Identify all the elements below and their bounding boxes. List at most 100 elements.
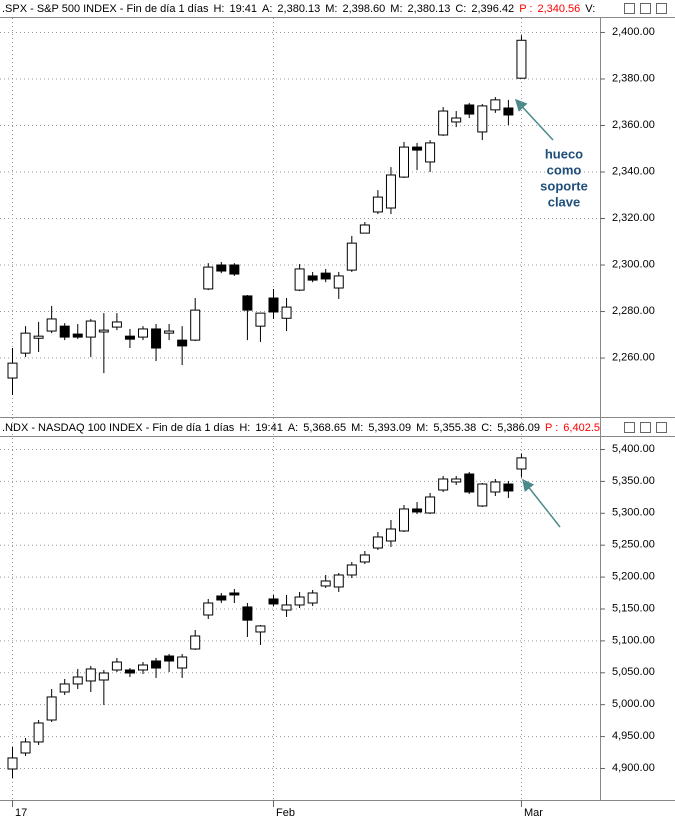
candle-body — [20, 741, 31, 754]
candle-body — [255, 312, 266, 327]
candle-body — [516, 457, 527, 470]
header-field-value: 19:41 — [255, 422, 283, 434]
candle-body — [124, 669, 135, 674]
icon[interactable] — [640, 422, 651, 433]
header-title: .NDX - NASDAQ 100 INDEX - Fin de día 1 d… — [2, 422, 235, 434]
header-field-value: 5,393.09 — [368, 422, 412, 434]
y-tick-label: 2,320.00 — [612, 212, 655, 224]
candle-body — [111, 661, 122, 671]
candle-body — [385, 174, 396, 209]
candle-body — [190, 309, 201, 341]
candle-body — [203, 602, 214, 616]
y-tick-label: 2,260.00 — [612, 351, 655, 363]
candle-body — [294, 268, 305, 291]
candle-body — [307, 592, 318, 604]
header-field-value: 19:41 — [229, 3, 257, 15]
panel-header: .NDX - NASDAQ 100 INDEX - Fin de día 1 d… — [2, 420, 600, 436]
candle-body — [294, 596, 305, 606]
candle-body — [268, 598, 279, 605]
panel-header: .SPX - S&P 500 INDEX - Fin de día 1 días… — [2, 1, 600, 17]
candle-body — [216, 264, 227, 272]
candle-body — [346, 242, 357, 271]
header-field-value: 5,355.38 — [433, 422, 477, 434]
y-tick-label: 5,100.00 — [612, 634, 655, 646]
candle-body — [438, 478, 449, 491]
candle-body — [203, 266, 214, 290]
candle-body — [359, 554, 370, 563]
icon[interactable] — [656, 3, 667, 14]
candle-body — [399, 508, 409, 532]
candle-body — [438, 110, 449, 136]
header-field-value: 2,398.60 — [342, 3, 386, 15]
header-field-label: M: — [416, 422, 429, 434]
header-title: .SPX - S&P 500 INDEX - Fin de día 1 días — [2, 3, 209, 15]
candle-body — [72, 333, 83, 338]
candle-body — [177, 339, 188, 347]
candle-body — [451, 478, 462, 483]
candle-body — [281, 306, 292, 319]
candle-body — [385, 528, 396, 542]
candle-body — [7, 362, 18, 379]
candle-body — [333, 574, 344, 588]
candle-body — [255, 625, 266, 633]
y-tick-label: 4,950.00 — [612, 730, 655, 742]
header-field-label: M: — [325, 3, 338, 15]
candle-body — [85, 320, 96, 338]
y-tick-label: 5,350.00 — [612, 475, 655, 487]
candle-body — [177, 656, 188, 669]
y-tick-label: 5,050.00 — [612, 666, 655, 678]
header-field-value: 5,368.65 — [303, 422, 347, 434]
candle-body — [412, 146, 423, 151]
icon[interactable] — [624, 422, 635, 433]
candle-body — [138, 328, 148, 338]
annotation-text: soporte — [540, 178, 588, 193]
candle-body — [98, 672, 109, 681]
header-field-value: 2,340.56 — [537, 3, 581, 15]
header-field-label: P : — [545, 422, 559, 434]
icon[interactable] — [656, 422, 667, 433]
candle-body — [59, 325, 70, 338]
candle-body — [85, 668, 96, 682]
header-field-label: P : — [519, 3, 533, 15]
icon[interactable] — [624, 3, 635, 14]
candle-body — [346, 564, 357, 576]
candle-body — [151, 328, 162, 349]
candles — [7, 453, 527, 778]
y-tick-label: 5,150.00 — [612, 602, 655, 614]
candle-body — [399, 146, 409, 178]
candle-body — [451, 117, 462, 123]
header-field-label: C: — [481, 422, 493, 434]
y-tick-label: 2,340.00 — [612, 165, 655, 177]
candle-body — [477, 105, 488, 133]
candle-body — [516, 39, 527, 79]
candle-body — [333, 275, 344, 289]
candles — [7, 35, 527, 395]
candle-body — [281, 604, 292, 611]
header-field-label: V: — [585, 3, 596, 15]
header-field-value: 2,380.13 — [277, 3, 321, 15]
icon[interactable] — [640, 3, 651, 14]
candle-body — [425, 496, 436, 514]
candle-body — [477, 483, 488, 507]
header-field-value: 2,396.42 — [471, 3, 515, 15]
candle-body — [242, 295, 253, 311]
header-field-value: 2,380.13 — [407, 3, 451, 15]
annotation-text: clave — [548, 194, 581, 209]
candle-body — [33, 335, 44, 339]
candle-body — [46, 696, 57, 721]
candle-body — [229, 264, 240, 275]
y-tick-label: 2,360.00 — [612, 119, 655, 131]
candle-body — [7, 757, 18, 770]
header-field-label: C: — [455, 3, 467, 15]
candle-body — [124, 335, 135, 340]
candle-body — [164, 655, 175, 662]
header-field-label: A: — [287, 422, 299, 434]
header-field-label: H: — [213, 3, 225, 15]
candle-body — [59, 683, 70, 693]
header-field-label: H: — [239, 422, 251, 434]
y-tick-label: 4,900.00 — [612, 762, 655, 774]
candle-body — [464, 104, 475, 115]
